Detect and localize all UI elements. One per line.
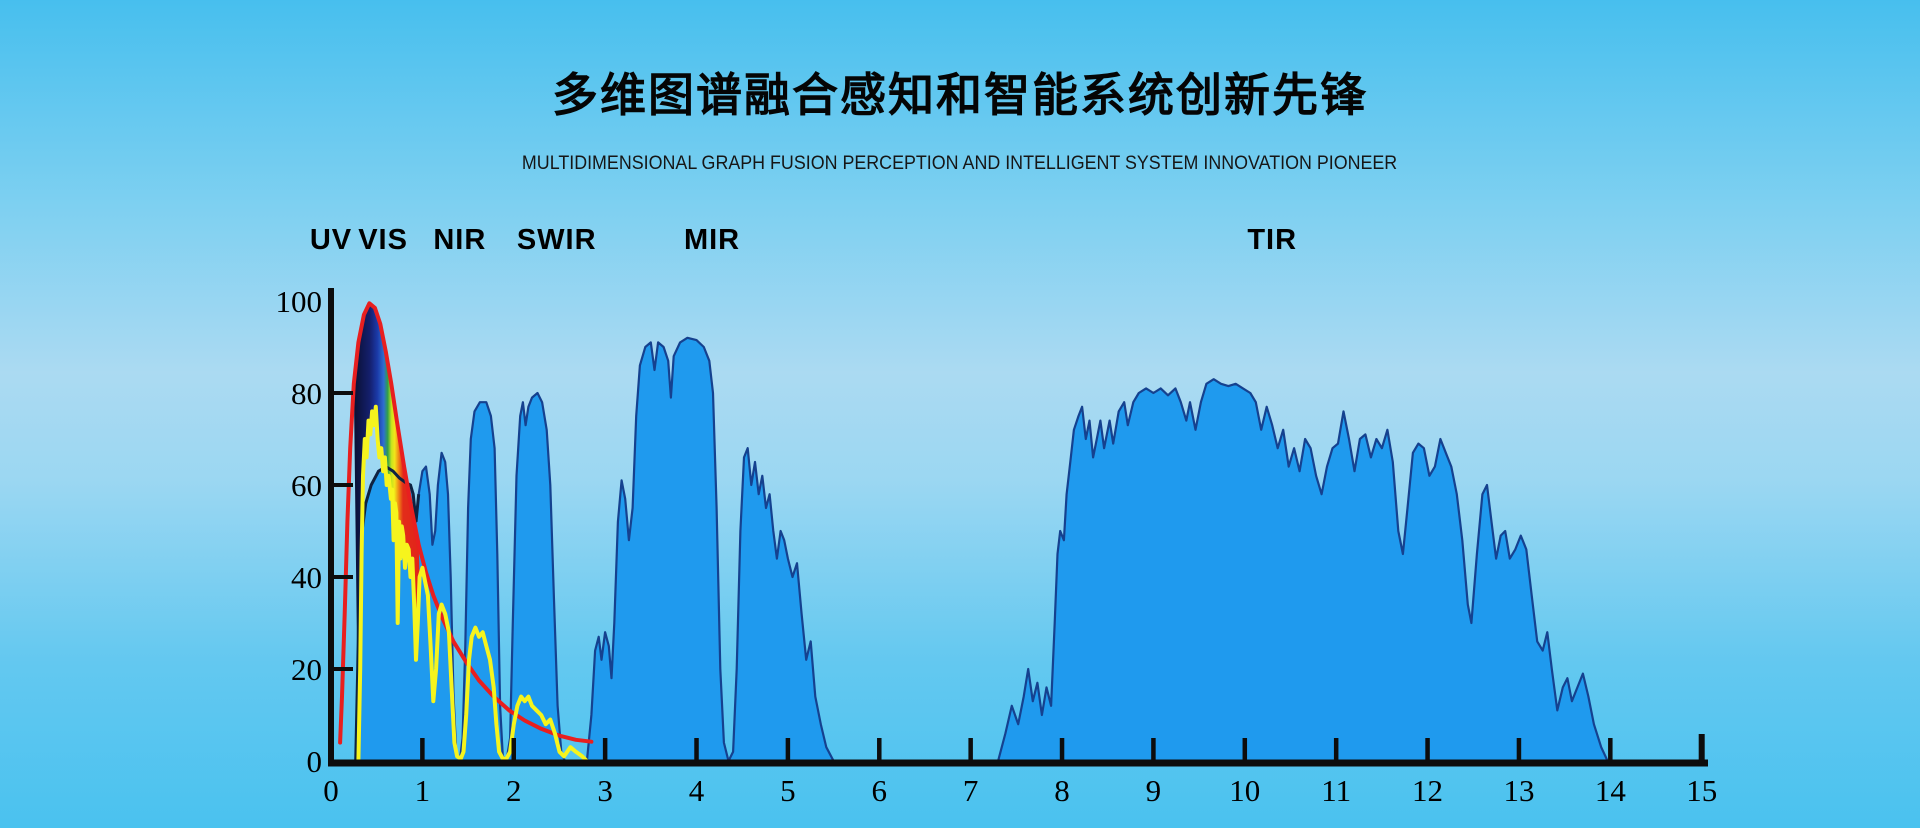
band-label-vis: VIS: [358, 224, 408, 256]
x-tick-label: 8: [1054, 773, 1070, 808]
x-tick-label: 1: [415, 773, 431, 808]
transmission-area: [355, 337, 1608, 761]
x-tick-label: 10: [1229, 773, 1260, 808]
page-subtitle: MULTIDIMENSIONAL GRAPH FUSION PERCEPTION…: [0, 152, 1920, 176]
x-tick-label: 14: [1595, 773, 1627, 808]
x-tick-label: 4: [689, 773, 705, 808]
x-tick-label: 9: [1146, 773, 1162, 808]
band-label-nir: NIR: [433, 224, 486, 256]
y-tick-label: 40: [291, 560, 322, 595]
x-tick-label: 2: [506, 773, 522, 808]
x-tick-label: 6: [872, 773, 888, 808]
y-tick-label: 60: [291, 468, 322, 503]
y-tick-label: 20: [291, 652, 322, 687]
x-tick-label: 5: [780, 773, 796, 808]
solar-curve: [356, 404, 589, 763]
x-tick-label: 15: [1686, 773, 1717, 808]
band-label-mir: MIR: [684, 224, 740, 256]
x-tick-label: 11: [1321, 773, 1351, 808]
y-tick-label: 100: [276, 284, 323, 319]
band-label-swir: SWIR: [517, 224, 597, 256]
page-title: 多维图谱融合感知和智能系统创新先锋: [552, 69, 1368, 121]
x-tick-label: 13: [1503, 773, 1534, 808]
y-tick-label: 0: [307, 744, 323, 779]
x-tick-label: 3: [597, 773, 613, 808]
x-tick-label: 12: [1412, 773, 1443, 808]
x-tick-label: 7: [963, 773, 979, 808]
page-subtitle-text: MULTIDIMENSIONAL GRAPH FUSION PERCEPTION…: [522, 153, 1398, 174]
y-tick-label: 80: [291, 376, 322, 411]
x-tick-label: 0: [323, 773, 339, 808]
blackbody-curve: [338, 301, 594, 745]
band-label-tir: TIR: [1247, 224, 1297, 256]
band-label-uv: UV: [310, 224, 352, 256]
